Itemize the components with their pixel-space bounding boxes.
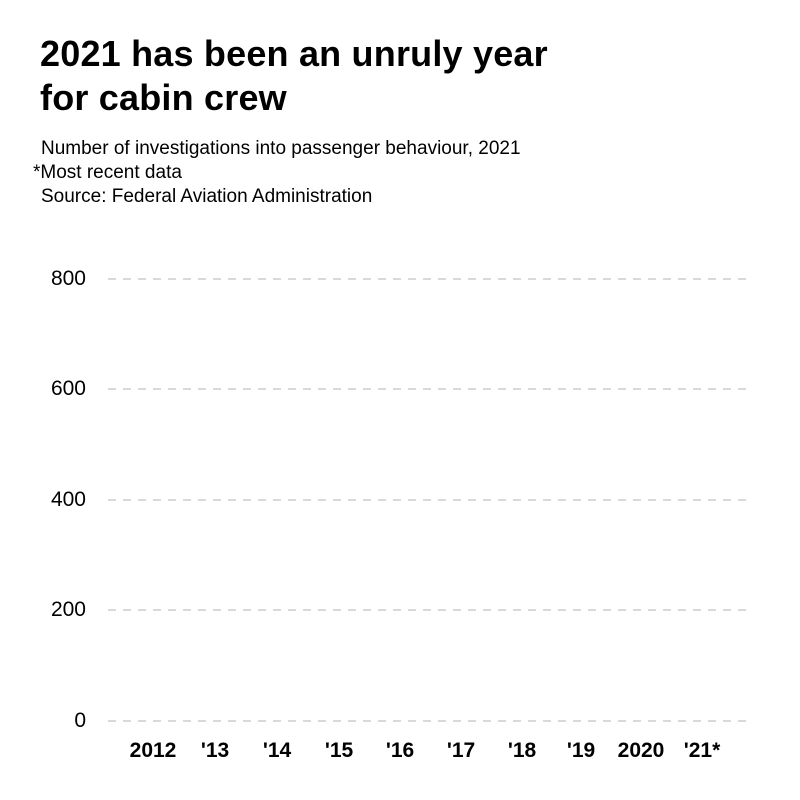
x-axis-tick-15: '15 [324,739,354,762]
y-axis-tick-200: 200 [50,598,86,621]
gridline-0 [108,720,748,722]
gridline-600 [108,388,748,390]
chart-subtitle-block: Number of investigations into passenger … [33,137,521,209]
x-axis-tick-21: '21* [683,739,721,762]
x-axis-tick-19: '19 [566,739,596,762]
y-axis-tick-400: 400 [50,488,86,511]
x-axis-tick-2020: 2020 [617,739,665,762]
gridline-400 [108,499,748,501]
x-axis-tick-16: '16 [385,739,415,762]
chart-title: 2021 has been an unruly year for cabin c… [40,32,548,120]
x-axis-tick-18: '18 [507,739,537,762]
x-axis-tick-17: '17 [446,739,476,762]
chart-title-line1: 2021 has been an unruly year [40,33,548,74]
chart-footnote: *Most recent data [33,162,182,183]
gridline-200 [108,609,748,611]
x-axis-tick-2012: 2012 [129,739,177,762]
gridline-800 [108,278,748,280]
y-axis-tick-600: 600 [50,377,86,400]
x-axis-tick-13: '13 [200,739,230,762]
chart-title-line2: for cabin crew [40,77,287,118]
x-axis-tick-14: '14 [262,739,292,762]
chart-source: Source: Federal Aviation Administration [41,186,373,207]
chart-subtitle: Number of investigations into passenger … [41,138,521,159]
y-axis-tick-0: 0 [74,709,86,732]
y-axis-tick-800: 800 [50,267,86,290]
